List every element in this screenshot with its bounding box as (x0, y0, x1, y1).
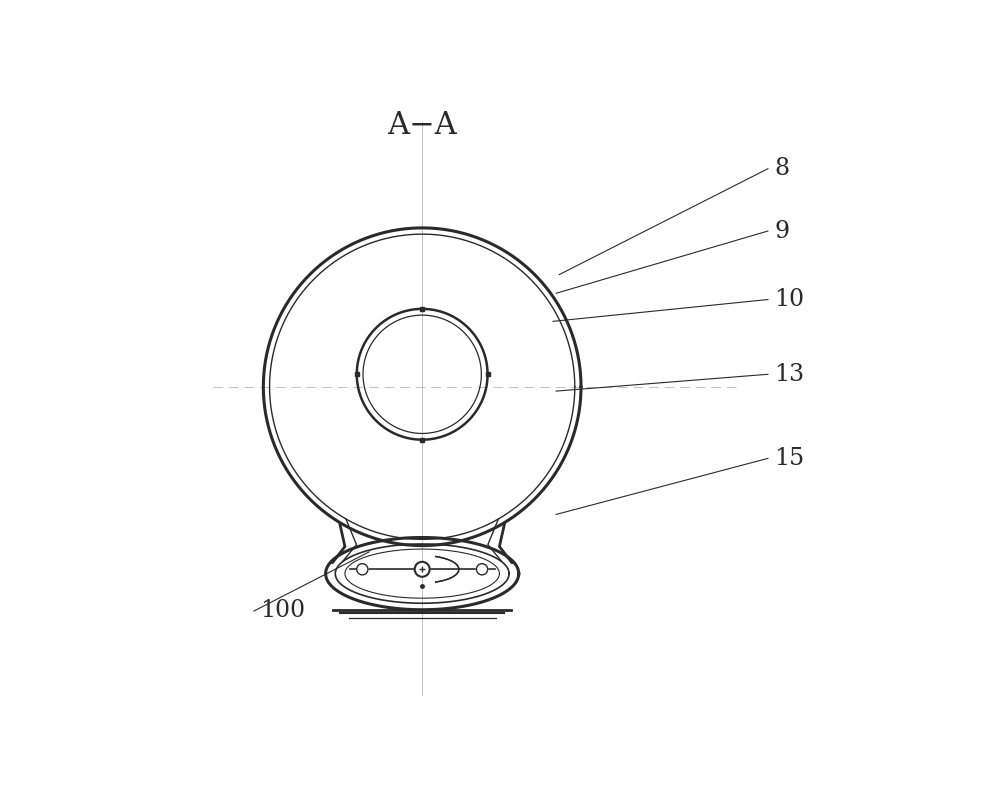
Text: 100: 100 (260, 599, 305, 622)
Circle shape (415, 561, 430, 577)
Text: A−A: A−A (387, 109, 457, 141)
Text: 10: 10 (774, 288, 804, 311)
Text: 13: 13 (774, 362, 804, 386)
Circle shape (357, 564, 368, 575)
Circle shape (476, 564, 488, 575)
Text: 15: 15 (774, 447, 804, 470)
Text: 9: 9 (774, 219, 789, 243)
Text: 8: 8 (774, 157, 789, 180)
